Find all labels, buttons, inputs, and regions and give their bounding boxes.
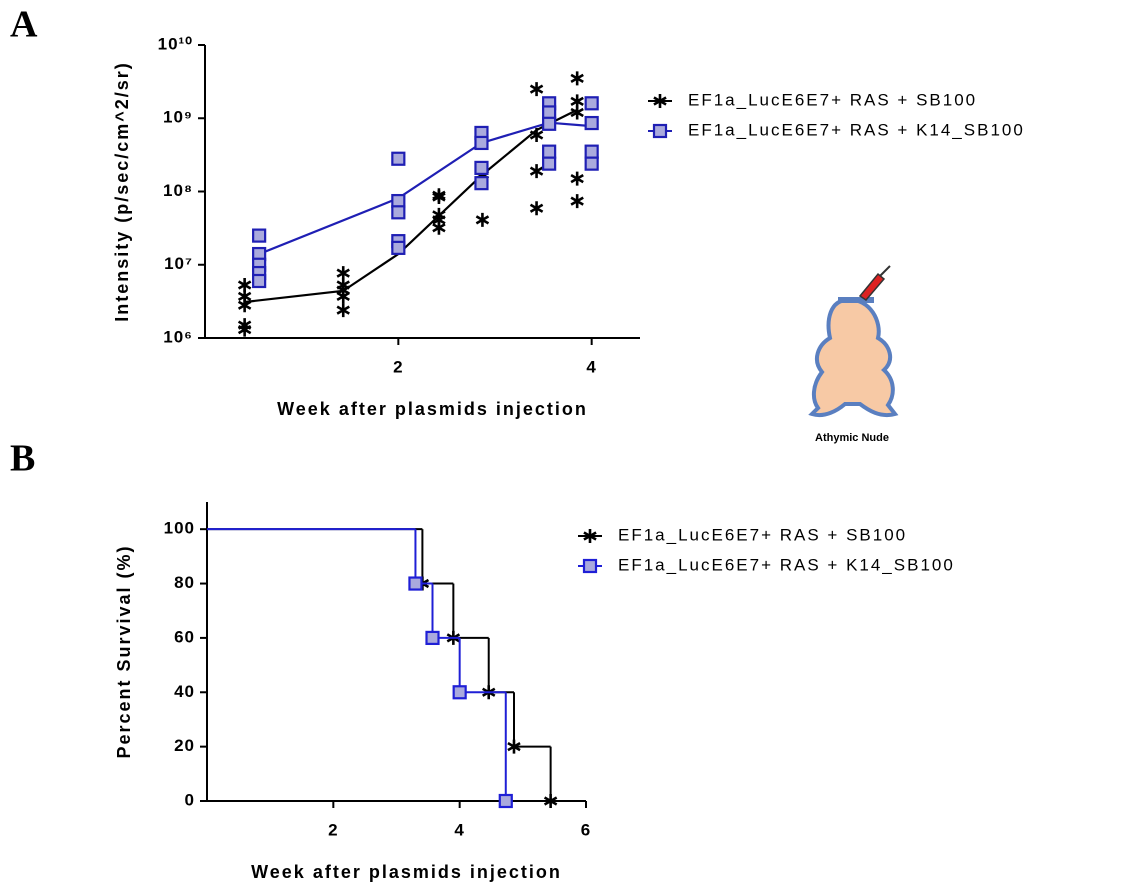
y-tick-label: 80 <box>174 573 195 592</box>
data-point <box>432 190 446 205</box>
x-tick-label: 6 <box>581 820 591 839</box>
legend-marker <box>652 123 668 139</box>
data-point <box>498 793 513 809</box>
y-tick-label: 10⁶ <box>163 327 193 346</box>
data-point <box>570 71 584 86</box>
data-point <box>542 156 557 171</box>
data-point <box>391 205 406 220</box>
data-point <box>584 156 599 171</box>
data-point <box>529 201 544 216</box>
data-point <box>474 176 489 191</box>
mean-line <box>258 121 592 256</box>
data-point <box>237 298 252 313</box>
y-tick-label: 10⁷ <box>164 254 193 273</box>
data-point <box>542 105 557 120</box>
data-point <box>543 794 558 808</box>
syringe <box>858 272 886 301</box>
data-point <box>529 164 544 179</box>
mouse-body <box>808 297 899 417</box>
legend-label: EF1a_LucE6E7+ RAS + SB100 <box>688 90 977 109</box>
legend-marker <box>583 529 597 543</box>
data-point <box>336 289 350 304</box>
y-tick-label: 10⁸ <box>163 181 193 200</box>
y-axis-label: Percent Survival (%) <box>114 544 134 758</box>
data-point <box>584 115 599 131</box>
data-point <box>474 135 489 151</box>
legend-marker <box>582 558 598 574</box>
syringe-plunger <box>879 265 891 277</box>
data-point <box>529 82 544 97</box>
data-point <box>336 303 350 318</box>
legend-label: EF1a_LucE6E7+ RAS + K14_SB100 <box>688 120 1025 139</box>
y-tick-label: 10⁹ <box>163 108 193 127</box>
data-point <box>507 739 521 754</box>
data-point <box>237 322 252 337</box>
data-point <box>252 273 267 289</box>
x-tick-label: 4 <box>454 820 464 839</box>
y-tick-label: 10¹⁰ <box>158 34 193 53</box>
data-point <box>425 630 440 646</box>
data-point <box>432 220 446 235</box>
data-point <box>475 212 490 227</box>
mouse-illustration: Athymic Nude <box>808 265 899 444</box>
x-axis-label: Week after plasmids injection <box>251 862 562 882</box>
legend-marker <box>653 94 667 108</box>
x-tick-label: 2 <box>328 820 338 839</box>
mean-line <box>244 108 578 304</box>
y-tick-label: 60 <box>174 627 195 646</box>
data-point <box>542 144 557 159</box>
legend-label: EF1a_LucE6E7+ RAS + SB100 <box>618 525 907 544</box>
data-point <box>570 171 584 186</box>
data-point <box>336 266 350 281</box>
data-point <box>474 160 489 175</box>
mouse-ears <box>838 297 874 303</box>
data-point <box>570 194 584 209</box>
y-tick-label: 20 <box>174 736 195 755</box>
data-point <box>584 144 599 159</box>
x-tick-label: 2 <box>393 357 403 376</box>
illustration-label: Athymic Nude <box>815 432 889 444</box>
y-tick-label: 0 <box>185 790 195 809</box>
x-axis-label: Week after plasmids injection <box>277 399 588 419</box>
data-point <box>391 151 406 166</box>
data-point <box>408 576 423 591</box>
y-tick-label: 100 <box>164 519 195 538</box>
y-tick-label: 40 <box>174 682 195 701</box>
data-point <box>391 240 406 255</box>
data-point <box>584 96 599 111</box>
data-point <box>529 128 544 143</box>
data-point <box>452 685 467 700</box>
panel-label: A <box>10 4 38 46</box>
legend-label: EF1a_LucE6E7+ RAS + K14_SB100 <box>618 555 955 574</box>
data-point <box>570 105 584 120</box>
data-point <box>252 228 267 243</box>
x-tick-label: 4 <box>586 357 596 376</box>
y-axis-label: Intensity (p/sec/cm^2/sr) <box>112 61 132 322</box>
data-point <box>542 116 557 131</box>
panel-label: B <box>10 438 35 480</box>
